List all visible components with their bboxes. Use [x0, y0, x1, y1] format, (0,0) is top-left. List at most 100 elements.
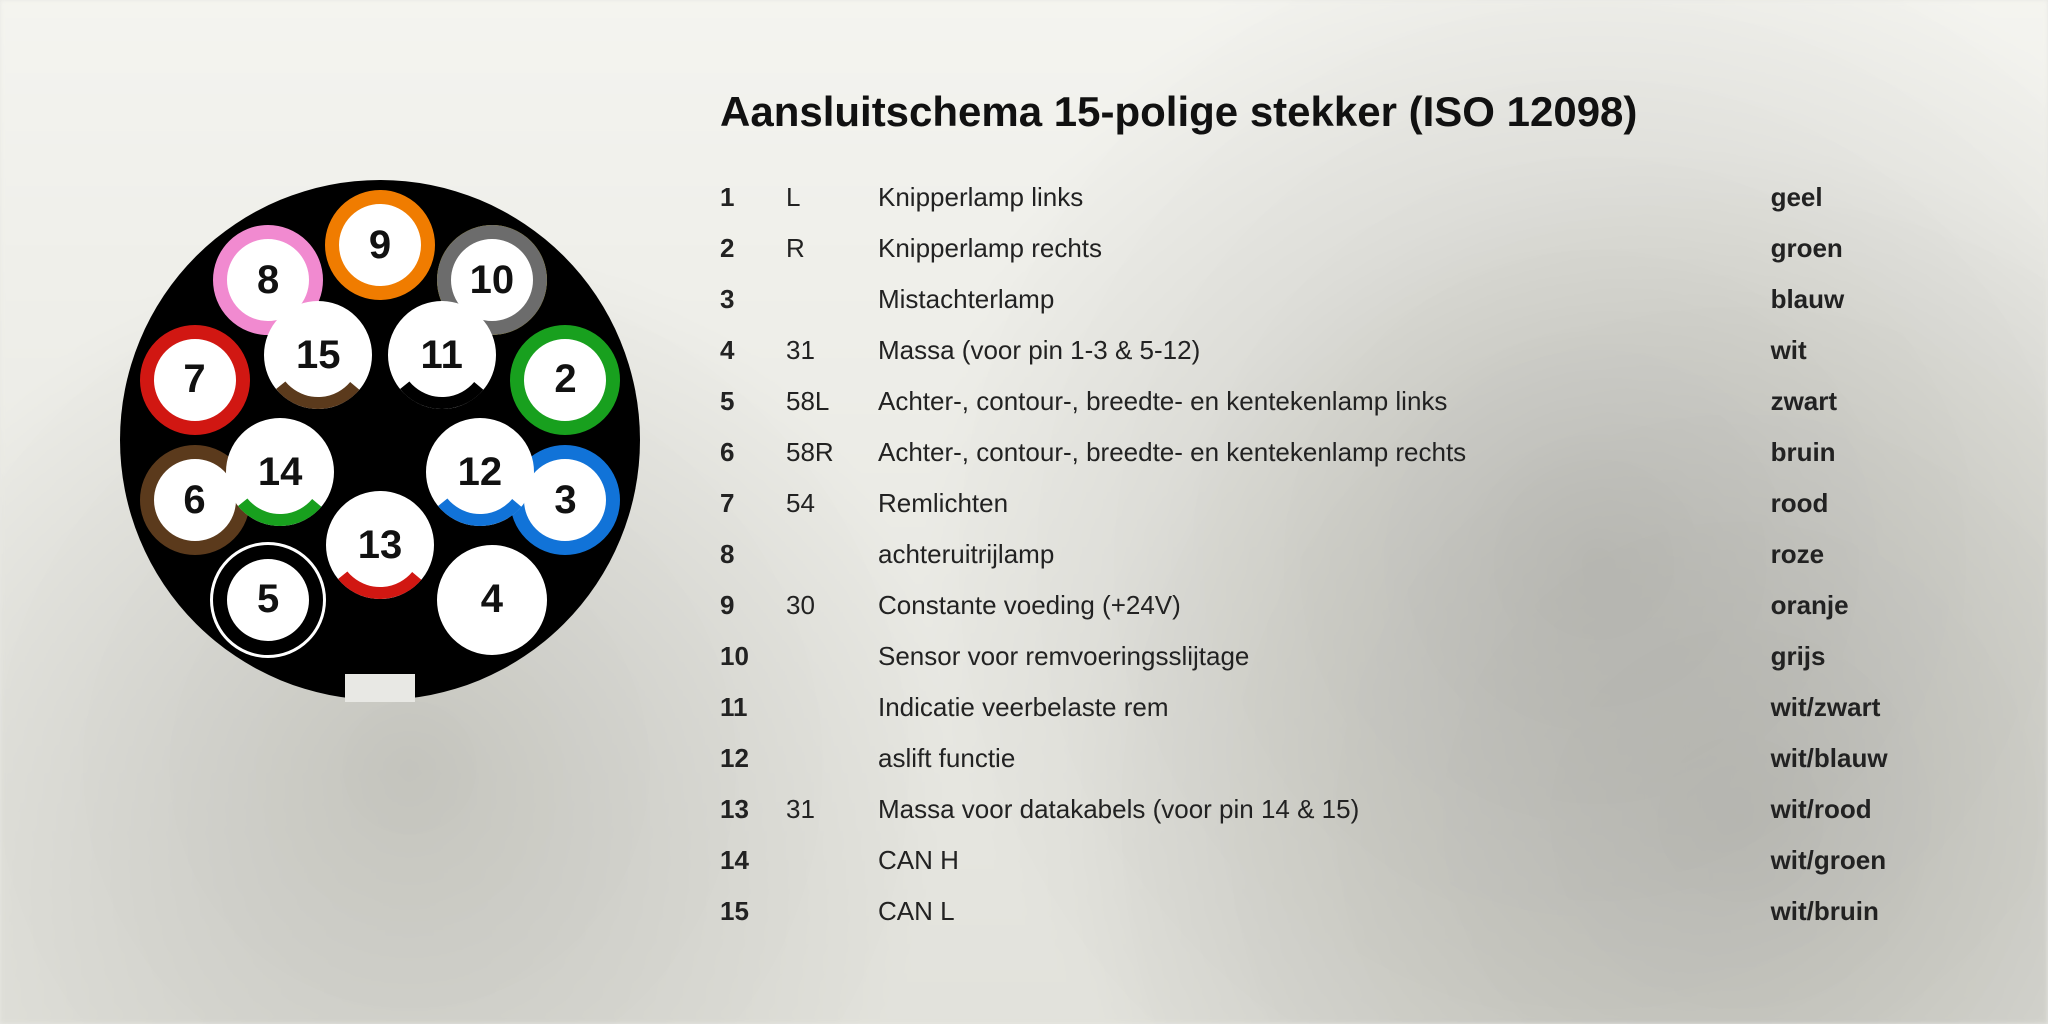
- pin-color-name: wit: [1747, 325, 1968, 376]
- table-row: 558LAchter-, contour-, breedte- en kente…: [720, 376, 1968, 427]
- pin-color-name: wit/bruin: [1747, 886, 1968, 937]
- connector-pin: 11: [394, 307, 490, 403]
- pin-number: 10: [720, 631, 786, 682]
- connector-pin-label: 9: [369, 223, 391, 268]
- connector-pin-label: 3: [554, 478, 576, 523]
- pin-code: [786, 733, 878, 784]
- connector-pin-label: 6: [183, 478, 205, 523]
- pin-code: 31: [786, 784, 878, 835]
- pin-description: Indicatie veerbelaste rem: [878, 682, 1747, 733]
- pin-code: 31: [786, 325, 878, 376]
- table-row: 1331Massa voor datakabels (voor pin 14 &…: [720, 784, 1968, 835]
- pin-number: 3: [720, 274, 786, 325]
- connector-pin: 13: [332, 497, 428, 593]
- connector-pin-label: 7: [183, 357, 205, 402]
- pin-description: Achter-, contour-, breedte- en kentekenl…: [878, 427, 1747, 478]
- pin-color-name: groen: [1747, 223, 1968, 274]
- pin-table: 1LKnipperlamp linksgeel2RKnipperlamp rec…: [720, 172, 1968, 937]
- pin-code: L: [786, 172, 878, 223]
- pin-description: aslift functie: [878, 733, 1747, 784]
- page-title: Aansluitschema 15-polige stekker (ISO 12…: [720, 88, 1968, 136]
- table-row: 930Constante voeding (+24V)oranje: [720, 580, 1968, 631]
- connector-pin-label: 2: [554, 357, 576, 402]
- pin-code: 30: [786, 580, 878, 631]
- pin-color-name: wit/zwart: [1747, 682, 1968, 733]
- pin-number: 13: [720, 784, 786, 835]
- pin-description: Knipperlamp links: [878, 172, 1747, 223]
- pin-code: [786, 835, 878, 886]
- pin-number: 1: [720, 172, 786, 223]
- pin-color-name: wit/groen: [1747, 835, 1968, 886]
- connector-pin: 5: [213, 545, 323, 655]
- connector-pin: 2: [510, 325, 620, 435]
- pin-color-name: bruin: [1747, 427, 1968, 478]
- pin-description: Sensor voor remvoeringsslijtage: [878, 631, 1747, 682]
- table-row: 2RKnipperlamp rechtsgroen: [720, 223, 1968, 274]
- table-row: 658RAchter-, contour-, breedte- en kente…: [720, 427, 1968, 478]
- table-row: 3Mistachterlampblauw: [720, 274, 1968, 325]
- connector-key-notch: [345, 674, 415, 702]
- pin-color-name: wit/blauw: [1747, 733, 1968, 784]
- connector-pin: 7: [140, 325, 250, 435]
- connector-pin-label: 13: [358, 523, 403, 568]
- pin-code: 54: [786, 478, 878, 529]
- pin-code: 58L: [786, 376, 878, 427]
- pin-color-name: wit/rood: [1747, 784, 1968, 835]
- pin-code: [786, 886, 878, 937]
- pin-code: [786, 682, 878, 733]
- pin-code: [786, 529, 878, 580]
- connector-pin-label: 15: [296, 333, 341, 378]
- pin-number: 14: [720, 835, 786, 886]
- connector-pin: 12: [432, 424, 528, 520]
- pin-description: Knipperlamp rechts: [878, 223, 1747, 274]
- pin-description: CAN H: [878, 835, 1747, 886]
- connector-pin-label: 8: [257, 258, 279, 303]
- pin-code: [786, 631, 878, 682]
- table-row: 8achteruitrijlamproze: [720, 529, 1968, 580]
- connector-pin-label: 5: [257, 577, 279, 622]
- pin-number: 4: [720, 325, 786, 376]
- table-row: 11 Indicatie veerbelaste remwit/zwart: [720, 682, 1968, 733]
- pin-description: Massa (voor pin 1-3 & 5-12): [878, 325, 1747, 376]
- table-row: 431Massa (voor pin 1-3 & 5-12)wit: [720, 325, 1968, 376]
- connector-pin-label: 4: [481, 577, 503, 622]
- table-row: 14 CAN Hwit/groen: [720, 835, 1968, 886]
- connector-pin: 9: [325, 190, 435, 300]
- pin-description: Constante voeding (+24V): [878, 580, 1747, 631]
- pin-number: 11: [720, 682, 786, 733]
- connector-pin-label: 11: [421, 333, 463, 378]
- connector-pin: 15: [270, 307, 366, 403]
- connector-pin-label: 12: [458, 450, 503, 495]
- pin-code: [786, 274, 878, 325]
- diagram-panel: 123456789101112131415: [0, 0, 720, 1024]
- pin-code: R: [786, 223, 878, 274]
- connector-diagram: 123456789101112131415: [120, 180, 640, 700]
- pin-description: CAN L: [878, 886, 1747, 937]
- connector-pin-label: 10: [470, 258, 515, 303]
- content-wrap: 123456789101112131415 Aansluitschema 15-…: [0, 0, 2048, 1024]
- table-row: 754Remlichtenrood: [720, 478, 1968, 529]
- pin-description: Remlichten: [878, 478, 1747, 529]
- pin-code: 58R: [786, 427, 878, 478]
- connector-pin: 14: [232, 424, 328, 520]
- connector-pin: 4: [437, 545, 547, 655]
- pin-number: 8: [720, 529, 786, 580]
- pin-color-name: rood: [1747, 478, 1968, 529]
- pin-number: 12: [720, 733, 786, 784]
- pin-number: 2: [720, 223, 786, 274]
- pin-number: 15: [720, 886, 786, 937]
- pin-color-name: geel: [1747, 172, 1968, 223]
- pin-number: 6: [720, 427, 786, 478]
- pin-color-name: zwart: [1747, 376, 1968, 427]
- pin-color-name: grijs: [1747, 631, 1968, 682]
- pin-color-name: oranje: [1747, 580, 1968, 631]
- pin-description: achteruitrijlamp: [878, 529, 1747, 580]
- pin-number: 9: [720, 580, 786, 631]
- pin-number: 7: [720, 478, 786, 529]
- connector-pin-label: 14: [258, 450, 303, 495]
- table-row: 12 aslift functiewit/blauw: [720, 733, 1968, 784]
- pin-number: 5: [720, 376, 786, 427]
- legend-panel: Aansluitschema 15-polige stekker (ISO 12…: [720, 88, 2048, 937]
- pin-description: Massa voor datakabels (voor pin 14 & 15): [878, 784, 1747, 835]
- pin-description: Mistachterlamp: [878, 274, 1747, 325]
